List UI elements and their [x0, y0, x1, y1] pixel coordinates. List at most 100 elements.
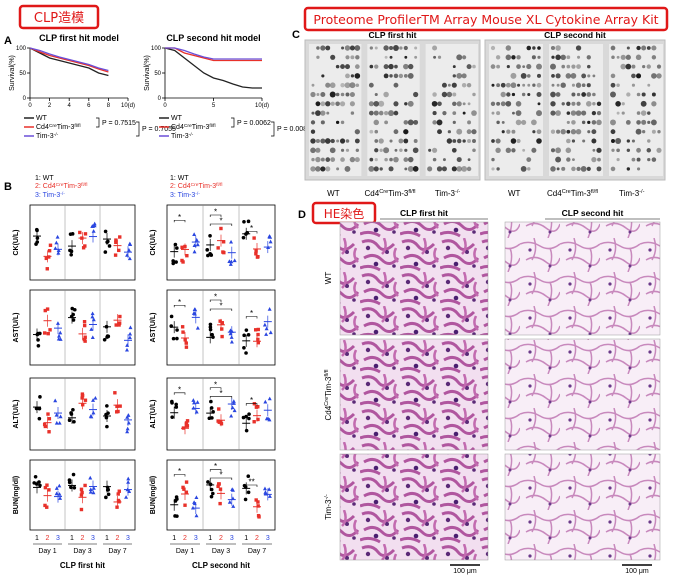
significance-star: * [214, 462, 217, 471]
blot-spot [506, 65, 510, 69]
p-value: P = 0.7055 [142, 126, 176, 133]
blot-spot [551, 55, 555, 59]
sample-dot [195, 242, 200, 247]
blot-spot [403, 63, 409, 70]
significance-bracket [245, 403, 258, 406]
blot-spot [310, 129, 316, 134]
blot-spot [384, 120, 389, 125]
blot-spot [491, 167, 495, 171]
blot-spot [471, 129, 477, 135]
sample-dot [257, 515, 261, 519]
blot-spot [531, 119, 537, 126]
blot-spot [350, 55, 355, 60]
sample-dot [244, 414, 248, 419]
blot-spot [527, 83, 531, 87]
blot-spot [329, 147, 336, 154]
blot-spot [651, 101, 657, 107]
blot-spot [354, 157, 360, 163]
blot-spot [495, 147, 501, 153]
sample-dot [47, 255, 51, 259]
sample-dot [107, 244, 112, 248]
blot-spot [320, 91, 326, 98]
blot-spot [344, 82, 351, 89]
blot-spot [349, 156, 356, 163]
sample-dot [44, 256, 49, 261]
blot-spot [501, 130, 505, 134]
blot-spot [611, 139, 615, 143]
blot-spot [407, 156, 414, 163]
blot-spot [368, 166, 375, 172]
blot-spot [437, 129, 442, 135]
blot-spot [456, 166, 463, 172]
blot-spot [315, 166, 321, 172]
sample-dot [35, 236, 40, 240]
blot-spot [345, 73, 350, 79]
blot-spot [566, 55, 571, 60]
sample-dot [208, 322, 213, 327]
blot-spot [472, 92, 476, 97]
sample-dot [208, 325, 213, 329]
group-number: 1 [35, 535, 39, 542]
blot-membrane [609, 44, 663, 176]
label-part: Cre [49, 123, 57, 129]
blot-spot [636, 111, 641, 115]
dot-plot-frame [166, 289, 276, 366]
blot-spot [615, 101, 621, 107]
day-label: Day 7 [248, 548, 266, 555]
sample-dot [91, 410, 96, 415]
sample-dot [256, 327, 260, 332]
blot-spot [640, 110, 647, 116]
y-axis-label: AST(U/L) [13, 313, 20, 343]
blot-spot [349, 101, 355, 107]
blot-spot [320, 157, 325, 162]
blot-spot [466, 82, 472, 88]
blot-spot [556, 167, 560, 171]
blot-column-label: Tim-3-/- [435, 189, 461, 198]
sample-dot [83, 244, 87, 248]
image-title: CLP second hit [562, 208, 624, 218]
sample-dot [113, 391, 117, 395]
sample-dot [216, 246, 220, 250]
blot-spot [555, 110, 561, 116]
scale-label: 100 μm [453, 568, 477, 575]
sample-dot [91, 229, 96, 233]
significance-star: * [214, 208, 217, 217]
blot-spot [626, 92, 631, 97]
significance-star: * [214, 293, 217, 302]
blot-spot [447, 130, 451, 134]
blot-spot [592, 74, 596, 78]
blot-spot [490, 45, 496, 51]
blot-spot [656, 147, 662, 153]
sample-dot [181, 260, 185, 264]
sample-dot [218, 487, 223, 491]
blot-spot [369, 64, 374, 69]
sample-dot [54, 486, 59, 490]
significance-bracket [209, 308, 233, 311]
blot-spot [412, 147, 419, 154]
sample-dot [230, 405, 235, 410]
blot-spot [610, 166, 616, 172]
survival-line [29, 47, 109, 77]
blot-spot [408, 63, 414, 70]
blot-spot [570, 73, 577, 79]
blot-spot [403, 129, 409, 135]
sample-dot [205, 248, 210, 252]
blot-spot [615, 138, 622, 144]
sample-dot [174, 402, 178, 407]
dot-plot-frame [29, 377, 136, 451]
sample-dot [208, 482, 213, 487]
sample-dot [82, 323, 87, 328]
label-part: WT [327, 189, 340, 198]
blot-spot [511, 129, 516, 134]
sample-dot [217, 482, 221, 486]
blot-spot [374, 158, 378, 162]
sample-dot [254, 249, 258, 253]
blot-spot [472, 148, 476, 153]
group-number: 3 [126, 535, 130, 542]
blot-spot [566, 129, 571, 134]
sample-dot [118, 235, 122, 239]
blot-spot [432, 92, 437, 97]
blot-spot [516, 138, 521, 144]
significance-bracket [245, 231, 258, 234]
sample-dot [43, 308, 47, 313]
